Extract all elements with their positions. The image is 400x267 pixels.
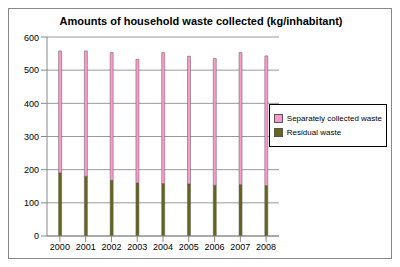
html-text:Amounts of household waste col: Amounts of household waste collected (kg…: [59, 15, 343, 27]
svg-text:300: 300: [24, 132, 39, 142]
svg-text:200: 200: [24, 165, 39, 175]
svg-text:2002: 2002: [101, 242, 121, 252]
svg-text:2005: 2005: [179, 242, 199, 252]
svg-text:600: 600: [24, 33, 39, 43]
svg-text:2006: 2006: [205, 242, 225, 252]
svg-text:2008: 2008: [256, 242, 276, 252]
svg-text:2003: 2003: [127, 242, 147, 252]
svg-text:2004: 2004: [153, 242, 173, 252]
svg-text:400: 400: [24, 99, 39, 109]
svg-text:2000: 2000: [50, 242, 70, 252]
svg-text:100: 100: [24, 198, 39, 208]
svg-text:2001: 2001: [76, 242, 96, 252]
svg-text:2007: 2007: [230, 242, 250, 252]
svg-text:500: 500: [24, 65, 39, 75]
html-text:Separately collected waste: Separately collected waste: [286, 114, 382, 123]
html-text:Residual waste: Residual waste: [286, 128, 342, 137]
svg-text:0: 0: [34, 231, 39, 241]
